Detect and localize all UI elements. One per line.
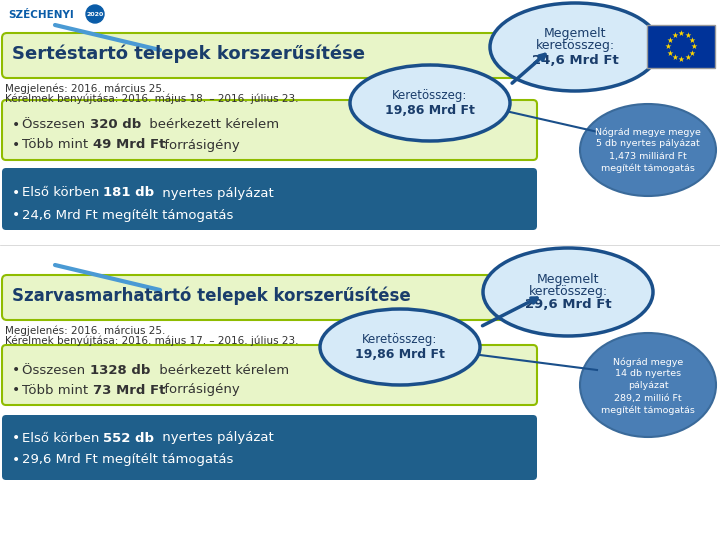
Text: Összesen: Összesen — [22, 363, 89, 376]
Text: beérkezett kérelem: beérkezett kérelem — [155, 363, 289, 376]
Text: nyertes pályázat: nyertes pályázat — [158, 431, 274, 444]
Text: •: • — [12, 431, 24, 445]
Text: Első körben: Első körben — [22, 186, 104, 199]
FancyBboxPatch shape — [647, 25, 715, 68]
Text: 320 db: 320 db — [90, 118, 141, 132]
Ellipse shape — [483, 248, 653, 336]
Text: ★: ★ — [671, 31, 678, 40]
Text: 19,86 Mrd Ft: 19,86 Mrd Ft — [385, 104, 475, 117]
Text: 289,2 millió Ft: 289,2 millió Ft — [614, 394, 682, 402]
Text: 5 db nyertes pályázat: 5 db nyertes pályázat — [596, 139, 700, 148]
Text: 29,6 Mrd Ft megítélt támogatás: 29,6 Mrd Ft megítélt támogatás — [22, 454, 233, 467]
Text: 19,86 Mrd Ft: 19,86 Mrd Ft — [355, 348, 445, 361]
Text: Megemelt: Megemelt — [544, 28, 606, 40]
Text: beérkezett kérelem: beérkezett kérelem — [145, 118, 279, 132]
Text: Kérelmek benyújtása: 2016. május 17. – 2016. július 23.: Kérelmek benyújtása: 2016. május 17. – 2… — [5, 335, 299, 346]
Text: 552 db: 552 db — [103, 431, 154, 444]
Ellipse shape — [320, 309, 480, 385]
Text: megítélt támogatás: megítélt támogatás — [601, 405, 695, 415]
Text: 73 Mrd Ft: 73 Mrd Ft — [93, 383, 166, 396]
Text: megítélt támogatás: megítélt támogatás — [601, 163, 695, 173]
Text: •: • — [12, 118, 24, 132]
Text: 49 Mrd Ft: 49 Mrd Ft — [93, 138, 166, 152]
Text: •: • — [12, 208, 24, 222]
FancyBboxPatch shape — [2, 345, 537, 405]
Text: keretösszeg:: keretösszeg: — [528, 285, 608, 298]
Text: ★: ★ — [678, 29, 685, 38]
Text: •: • — [12, 363, 24, 377]
Text: nyertes pályázat: nyertes pályázat — [158, 186, 274, 199]
Text: Sertéstartó telepek korszerűsítése: Sertéstartó telepek korszerűsítése — [12, 45, 365, 63]
Text: Több mint: Több mint — [22, 138, 92, 152]
FancyBboxPatch shape — [2, 415, 537, 480]
Text: 24,6 Mrd Ft: 24,6 Mrd Ft — [531, 53, 618, 66]
Text: SZÉCHENYI: SZÉCHENYI — [8, 10, 73, 20]
Text: pályázat: pályázat — [628, 381, 668, 390]
Ellipse shape — [580, 333, 716, 437]
Text: Első körben: Első körben — [22, 431, 104, 444]
Ellipse shape — [350, 65, 510, 141]
Text: •: • — [12, 138, 24, 152]
Text: ★: ★ — [666, 49, 673, 57]
Text: ★: ★ — [689, 49, 696, 57]
Circle shape — [86, 5, 104, 23]
Text: Nógrád megye: Nógrád megye — [613, 357, 683, 367]
FancyBboxPatch shape — [2, 275, 537, 320]
Text: ★: ★ — [678, 55, 685, 64]
Text: ★: ★ — [690, 42, 698, 51]
Text: ★: ★ — [665, 42, 672, 51]
FancyBboxPatch shape — [2, 33, 537, 78]
Text: Nógrád megye megye: Nógrád megye megye — [595, 127, 701, 137]
Text: Összesen: Összesen — [22, 118, 89, 132]
Text: ★: ★ — [666, 36, 673, 44]
Text: forrásigény: forrásigény — [160, 383, 240, 396]
Text: •: • — [12, 453, 24, 467]
Text: •: • — [12, 186, 24, 200]
Text: ★: ★ — [684, 53, 691, 62]
Text: Keretösszeg:: Keretösszeg: — [362, 334, 438, 347]
Text: 181 db: 181 db — [103, 186, 154, 199]
Text: Keretösszeg:: Keretösszeg: — [392, 90, 468, 103]
Text: ★: ★ — [689, 36, 696, 44]
Text: •: • — [12, 383, 24, 397]
Text: 2020: 2020 — [86, 11, 104, 17]
Text: 1,473 milliárd Ft: 1,473 milliárd Ft — [609, 152, 687, 160]
Text: forrásigény: forrásigény — [160, 138, 240, 152]
Ellipse shape — [580, 104, 716, 196]
Text: 1328 db: 1328 db — [90, 363, 150, 376]
Text: Megjelenés: 2016. március 25.: Megjelenés: 2016. március 25. — [5, 83, 166, 93]
Text: 29,6 Mrd Ft: 29,6 Mrd Ft — [525, 299, 611, 312]
Text: ★: ★ — [684, 31, 691, 40]
Text: Megjelenés: 2016. március 25.: Megjelenés: 2016. március 25. — [5, 325, 166, 335]
FancyBboxPatch shape — [2, 168, 537, 230]
FancyBboxPatch shape — [2, 100, 537, 160]
Text: Megemelt: Megemelt — [536, 273, 599, 286]
Text: 24,6 Mrd Ft megítélt támogatás: 24,6 Mrd Ft megítélt támogatás — [22, 208, 233, 221]
Text: Szarvasmarhatartó telepek korszerűsítése: Szarvasmarhatartó telepek korszerűsítése — [12, 287, 410, 305]
Text: Több mint: Több mint — [22, 383, 92, 396]
Text: Kérelmek benyújtása: 2016. május 18. – 2016. július 23.: Kérelmek benyújtása: 2016. május 18. – 2… — [5, 93, 299, 104]
Text: keretösszeg:: keretösszeg: — [536, 39, 615, 52]
Ellipse shape — [490, 3, 660, 91]
Text: ★: ★ — [671, 53, 678, 62]
Text: 14 db nyertes: 14 db nyertes — [615, 369, 681, 379]
